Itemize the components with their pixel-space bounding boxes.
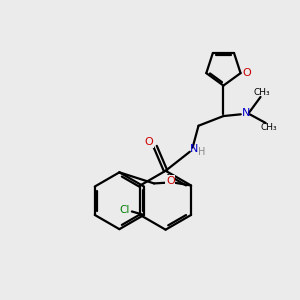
Text: CH₃: CH₃	[260, 123, 277, 132]
Text: N: N	[242, 108, 250, 118]
Text: O: O	[242, 68, 251, 78]
Text: H: H	[198, 147, 206, 158]
Text: O: O	[166, 176, 175, 186]
Text: Cl: Cl	[120, 205, 130, 215]
Text: N: N	[190, 144, 198, 154]
Text: CH₃: CH₃	[254, 88, 271, 97]
Text: O: O	[145, 137, 153, 147]
